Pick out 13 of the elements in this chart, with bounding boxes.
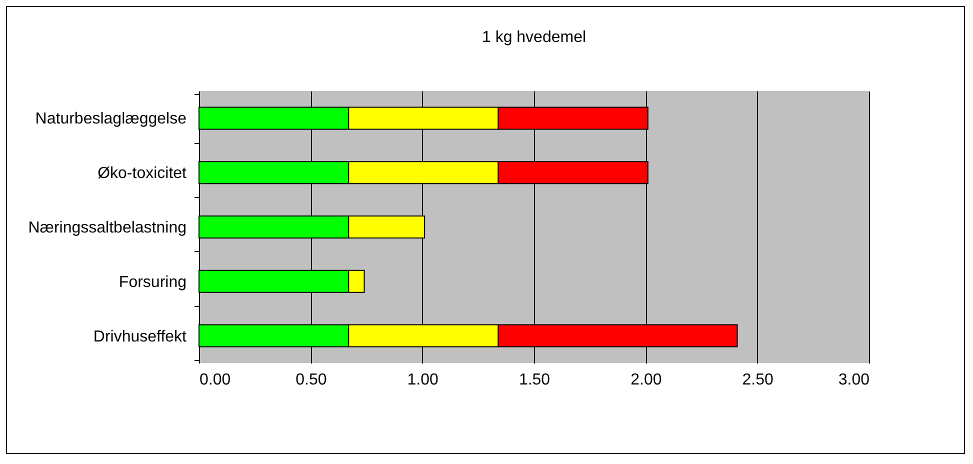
x-tick-label: 2.50 [742,372,774,388]
y-tick-label: Drivhuseffekt [93,328,188,346]
x-tick-label: 0.50 [296,372,327,388]
y-tick-label: Næringssaltbelastning [28,220,186,236]
y-tick-label: Øko-toxicitet [98,165,188,182]
x-tick-label: 2.00 [630,372,662,388]
y-tick-label: Forsuring [118,274,186,291]
x-tick-label: 0.00 [200,372,231,388]
x-tick-label: 3.00 [838,372,870,388]
chart-title: 1 kg hvedemel [482,29,586,46]
x-tick-label: 1.00 [407,372,439,388]
x-tick-label: 1.50 [518,372,550,388]
y-tick-label: Naturbeslaglæggelse [35,110,187,128]
